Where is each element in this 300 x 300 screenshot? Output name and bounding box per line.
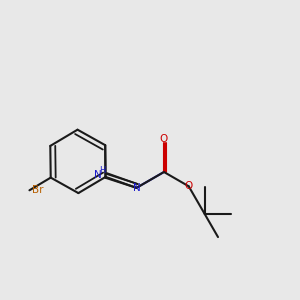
Text: N: N <box>133 183 140 193</box>
Text: O: O <box>184 181 193 191</box>
Text: Br: Br <box>32 185 44 195</box>
Text: N: N <box>94 170 101 180</box>
Text: H: H <box>99 166 106 175</box>
Text: O: O <box>160 134 168 143</box>
